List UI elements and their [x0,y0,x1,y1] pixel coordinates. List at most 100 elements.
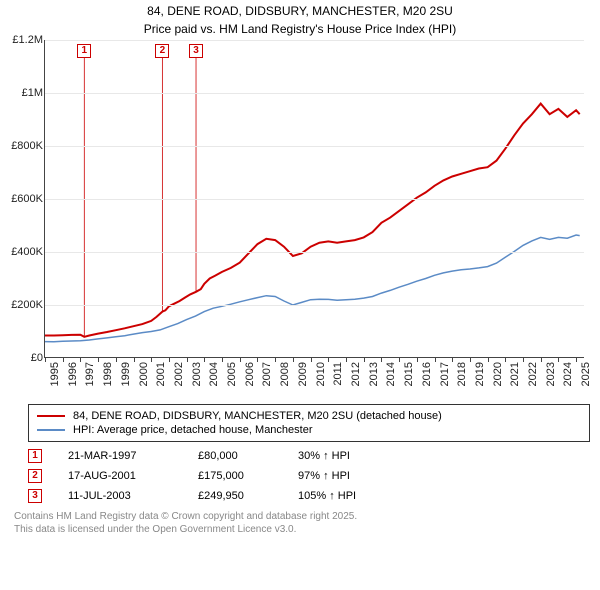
sale-row: 3 11-JUL-2003£249,950105% ↑ HPI [28,486,590,506]
x-axis-tick [222,358,223,362]
sales-table: 1 21-MAR-1997£80,00030% ↑ HPI 2 17-AUG-2001… [28,446,590,506]
legend-item: HPI: Average price, detached house, Manc… [37,423,581,437]
gridline-h [45,93,584,94]
y-axis-label: £200K [3,299,43,311]
x-axis-label: 2008 [279,362,291,386]
x-axis-label: 2016 [421,362,433,386]
x-axis-label: 2023 [545,362,557,386]
x-axis-label: 2007 [261,362,273,386]
x-axis-label: 1999 [120,362,132,386]
legend-swatch [37,429,65,431]
x-axis-tick [452,358,453,362]
x-axis-label: 2010 [315,362,327,386]
x-axis-label: 2009 [297,362,309,386]
x-axis-label: 2015 [403,362,415,386]
x-axis-tick [240,358,241,362]
x-axis-label: 2012 [350,362,362,386]
x-axis-tick [558,358,559,362]
sale-marker-3: 3 [189,44,203,58]
sale-price: £249,950 [198,490,298,502]
gridline-h [45,252,584,253]
x-axis-label: 2014 [385,362,397,386]
x-axis-tick [187,358,188,362]
x-axis-tick [435,358,436,362]
x-axis-label: 2011 [332,362,344,386]
series-line-price_paid [45,103,580,336]
x-axis-label: 2005 [226,362,238,386]
chart-title-line2: Price paid vs. HM Land Registry's House … [0,22,600,40]
sale-date: 17-AUG-2001 [68,470,198,482]
x-axis-tick [311,358,312,362]
x-axis-tick [541,358,542,362]
x-axis-label: 2019 [474,362,486,386]
sale-row-marker: 3 [28,489,42,503]
x-axis-label: 1998 [102,362,114,386]
x-axis-label: 2021 [509,362,521,386]
x-axis-tick [523,358,524,362]
y-axis-label: £600K [3,193,43,205]
x-axis-tick [505,358,506,362]
x-axis-label: 2017 [439,362,451,386]
x-axis-tick [134,358,135,362]
x-axis-label: 1995 [49,362,61,386]
x-axis-tick [63,358,64,362]
x-axis-label: 2018 [456,362,468,386]
x-axis-label: 1997 [84,362,96,386]
gridline-h [45,40,584,41]
sale-row-marker: 1 [28,449,42,463]
x-axis-label: 2024 [562,362,574,386]
sale-price: £175,000 [198,470,298,482]
sale-marker-2: 2 [155,44,169,58]
x-axis-tick [576,358,577,362]
x-axis-label: 2006 [244,362,256,386]
y-axis-label: £400K [3,246,43,258]
x-axis-tick [275,358,276,362]
legend-swatch [37,415,65,417]
attribution-line1: Contains HM Land Registry data © Crown c… [14,510,590,523]
x-axis-tick [151,358,152,362]
sale-row-marker: 2 [28,469,42,483]
x-axis-tick [80,358,81,362]
legend-label: 84, DENE ROAD, DIDSBURY, MANCHESTER, M20… [73,410,442,422]
x-axis-tick [116,358,117,362]
x-axis-tick [169,358,170,362]
x-axis-label: 2000 [138,362,150,386]
x-axis-label: 2004 [208,362,220,386]
x-axis-tick [98,358,99,362]
attribution-text: Contains HM Land Registry data © Crown c… [14,510,590,536]
sale-pct-vs-hpi: 105% ↑ HPI [298,490,418,502]
y-axis-label: £0 [3,352,43,364]
chart-title-line1: 84, DENE ROAD, DIDSBURY, MANCHESTER, M20… [0,0,600,22]
gridline-h [45,305,584,306]
sale-date: 11-JUL-2003 [68,490,198,502]
x-axis-label: 2003 [191,362,203,386]
sale-price: £80,000 [198,450,298,462]
x-axis-tick [364,358,365,362]
x-axis-label: 2020 [492,362,504,386]
x-axis-label: 2002 [173,362,185,386]
legend-label: HPI: Average price, detached house, Manc… [73,424,313,436]
x-axis-label: 2001 [155,362,167,386]
sale-date: 21-MAR-1997 [68,450,198,462]
x-axis-tick [399,358,400,362]
x-axis-label: 2013 [368,362,380,386]
chart-area: £0£200K£400K£600K£800K£1M£1.2M1995199619… [44,40,590,398]
sale-pct-vs-hpi: 97% ↑ HPI [298,470,418,482]
x-axis-tick [346,358,347,362]
x-axis-tick [204,358,205,362]
x-axis-tick [328,358,329,362]
y-axis-label: £800K [3,140,43,152]
sale-pct-vs-hpi: 30% ↑ HPI [298,450,418,462]
x-axis-tick [257,358,258,362]
x-axis-tick [488,358,489,362]
x-axis-label: 2025 [580,362,592,386]
x-axis-tick [45,358,46,362]
y-axis-label: £1.2M [3,34,43,46]
x-axis-tick [381,358,382,362]
x-axis-label: 1996 [67,362,79,386]
legend-item: 84, DENE ROAD, DIDSBURY, MANCHESTER, M20… [37,409,581,423]
sale-row: 1 21-MAR-1997£80,00030% ↑ HPI [28,446,590,466]
gridline-h [45,199,584,200]
x-axis-tick [470,358,471,362]
plot-region: £0£200K£400K£600K£800K£1M£1.2M1995199619… [44,40,584,358]
